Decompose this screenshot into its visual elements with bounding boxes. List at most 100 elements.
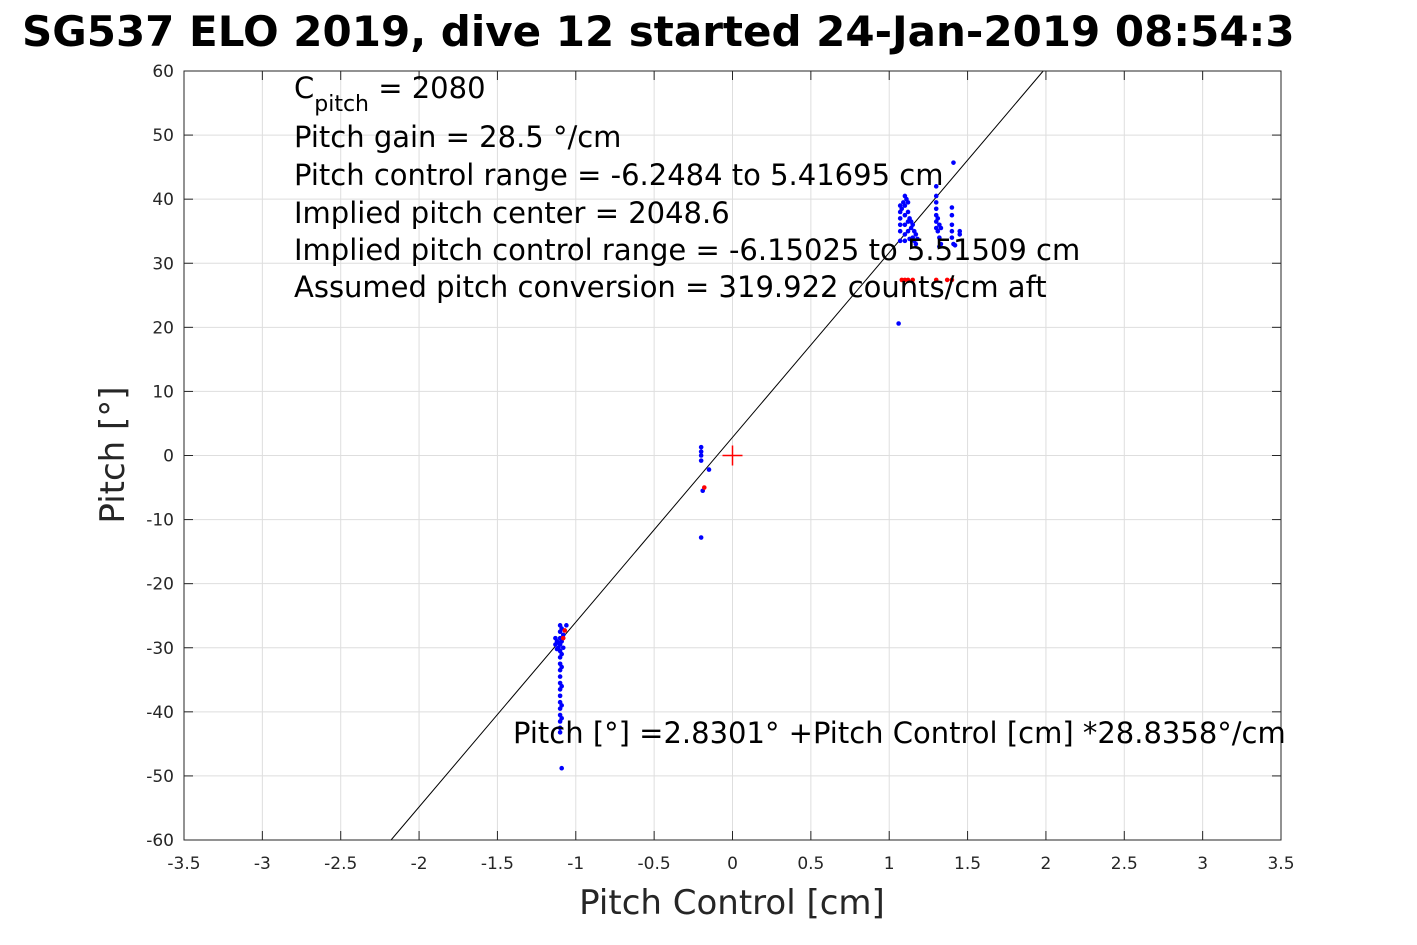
- blue-point: [564, 623, 569, 628]
- blue-point: [559, 651, 564, 657]
- blue-point: [902, 222, 908, 228]
- blue-point: [913, 241, 919, 247]
- red-point: [933, 277, 939, 283]
- blue-point: [935, 216, 941, 221]
- blue-point: [933, 200, 939, 205]
- y-axis-label: Pitch [°]: [93, 386, 133, 523]
- y-tick-label: 20: [152, 318, 174, 338]
- blue-point: [933, 206, 939, 212]
- blue-point: [902, 238, 908, 244]
- blue-point: [557, 693, 563, 699]
- y-tick-label: -50: [146, 767, 174, 787]
- fit-equation-label: Pitch [°] =2.8301° +Pitch Control [cm] *…: [513, 716, 1286, 750]
- blue-point: [698, 453, 704, 458]
- blue-point: [905, 228, 911, 234]
- blue-point: [937, 235, 942, 240]
- blue-point: [698, 449, 704, 454]
- blue-point: [557, 730, 563, 735]
- x-tick-label: -0.5: [638, 854, 671, 874]
- blue-point: [706, 467, 712, 472]
- blue-point: [897, 216, 903, 221]
- blue-point: [957, 232, 963, 237]
- y-tick-label: 50: [152, 126, 174, 146]
- blue-point: [938, 225, 944, 231]
- y-tick-labels: -60 -50 -40 -30 -20 -10 0 10 20 30 40 50 60: [146, 62, 174, 851]
- y-tick-label: -60: [146, 831, 174, 851]
- y-tick-label: 0: [163, 447, 174, 467]
- blue-point: [951, 160, 956, 165]
- axis-ticks: [183, 70, 1282, 841]
- x-tick-label: -1: [567, 854, 584, 874]
- blue-point: [897, 222, 903, 228]
- red-point: [701, 485, 707, 490]
- blue-point: [905, 209, 911, 215]
- x-tick-label: 2.5: [1111, 854, 1138, 874]
- x-tick-label: -3.5: [167, 854, 200, 874]
- blue-point: [559, 703, 564, 708]
- annotation-block: Cpitch = 2080 Pitch gain = 28.5 °/cm Pit…: [294, 71, 1080, 304]
- x-axis-label: Pitch Control [cm]: [579, 883, 885, 923]
- annotation-cpitch: Cpitch = 2080: [294, 71, 486, 117]
- blue-point: [896, 321, 901, 326]
- fit-line-group: [390, 70, 1044, 841]
- x-tick-label: 0: [727, 854, 738, 874]
- blue-point: [935, 228, 941, 234]
- annotation-gain: Pitch gain = 28.5 °/cm: [294, 120, 621, 154]
- data-points: [553, 160, 963, 771]
- blue-point: [897, 238, 903, 244]
- blue-point: [933, 184, 939, 189]
- annotation-implied-center: Implied pitch center = 2048.6: [294, 196, 730, 230]
- blue-point: [559, 664, 564, 670]
- red-point: [949, 277, 955, 283]
- blue-point: [698, 535, 704, 540]
- blue-point: [949, 205, 955, 210]
- x-tick-label: 2: [1041, 854, 1052, 874]
- x-tick-label: 3.5: [1267, 854, 1294, 874]
- annotation-implied-range: Implied pitch control range = -6.15025 t…: [294, 233, 1080, 267]
- y-tick-label: -20: [146, 575, 174, 595]
- blue-point: [913, 232, 919, 237]
- y-tick-label: 30: [152, 254, 174, 274]
- blue-point: [559, 765, 564, 771]
- blue-point: [957, 228, 963, 234]
- origin-marker-group: [722, 445, 743, 466]
- blue-point: [559, 715, 564, 721]
- blue-point: [902, 212, 908, 218]
- red-point: [944, 277, 950, 283]
- x-tick-label: -2.5: [324, 854, 357, 874]
- blue-point: [899, 206, 905, 212]
- annotation-control-range: Pitch control range = -6.2484 to 5.41695…: [294, 158, 943, 192]
- chart-title: SG537 ELO 2019, dive 12 started 24-Jan-2…: [22, 7, 1295, 56]
- x-tick-label: -3: [254, 854, 271, 874]
- x-tick-label: 0.5: [797, 854, 824, 874]
- x-tick-label: -1.5: [481, 854, 514, 874]
- blue-point: [698, 458, 704, 463]
- blue-point: [933, 193, 939, 199]
- blue-point: [902, 203, 908, 208]
- y-tick-label: -10: [146, 511, 174, 531]
- blue-point: [952, 243, 958, 248]
- x-tick-label: 1: [884, 854, 895, 874]
- blue-point: [949, 235, 955, 240]
- red-point: [562, 628, 568, 633]
- annotation-conversion: Assumed pitch conversion = 319.922 count…: [294, 270, 1047, 304]
- annotation-cpitch-symbol: C: [294, 71, 314, 105]
- blue-point: [897, 228, 903, 234]
- blue-point: [559, 683, 564, 689]
- blue-point: [937, 244, 942, 249]
- x-tick-label: 1.5: [954, 854, 981, 874]
- fit-line: [390, 70, 1044, 841]
- y-tick-label: 60: [152, 62, 174, 82]
- blue-point: [902, 232, 908, 237]
- y-tick-label: 10: [152, 382, 174, 402]
- red-point: [905, 277, 911, 283]
- red-point: [910, 277, 916, 283]
- blue-point: [949, 212, 955, 218]
- blue-point: [949, 222, 955, 228]
- annotation-cpitch-value: = 2080: [369, 71, 486, 105]
- blue-point: [698, 444, 704, 450]
- x-tick-label: 3: [1197, 854, 1208, 874]
- blue-point: [905, 200, 911, 205]
- blue-point: [915, 236, 920, 242]
